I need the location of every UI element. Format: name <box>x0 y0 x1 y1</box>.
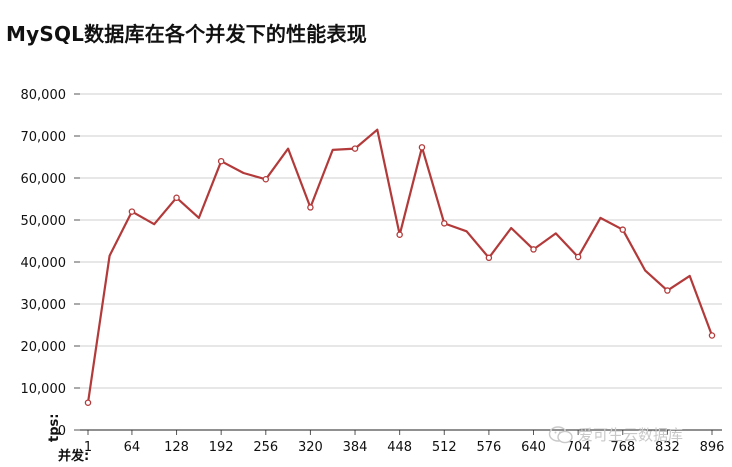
x-tick-label: 832 <box>655 440 680 455</box>
chart-title: MySQL数据库在各个并发下的性能表现 <box>6 22 367 46</box>
y-tick-label: 40,000 <box>21 256 67 271</box>
x-tick-label: 448 <box>387 440 412 455</box>
x-tick-label: 192 <box>209 440 234 455</box>
x-axis-label: 并发: <box>58 448 89 464</box>
y-axis-ticks: 0 10,000 20,000 30,000 40,000 50,000 60,000 70,… <box>21 88 80 439</box>
data-point <box>217 157 225 165</box>
data-point <box>262 176 270 183</box>
y-tick-label: 60,000 <box>21 172 67 187</box>
data-point <box>441 220 448 227</box>
x-tick-label: 1 <box>84 440 92 455</box>
data-point <box>396 231 403 238</box>
data-point <box>173 194 180 201</box>
y-tick-label: 30,000 <box>21 298 67 313</box>
x-tick-label: 640 <box>521 440 546 455</box>
y-tick-label: 10,000 <box>21 382 67 397</box>
data-point <box>418 144 426 151</box>
watermark: 爱可生云数据库 <box>548 424 683 445</box>
x-tick-label: 128 <box>164 440 189 455</box>
data-point <box>619 226 627 233</box>
x-tick-label: 256 <box>253 440 278 455</box>
data-point <box>307 204 314 211</box>
data-point <box>664 287 671 294</box>
x-tick-label: 64 <box>124 440 141 455</box>
y-axis-label: tps: <box>47 414 62 442</box>
data-point <box>84 399 92 406</box>
series-group <box>84 128 716 406</box>
series-line <box>86 128 714 403</box>
x-tick-label: 896 <box>700 440 725 455</box>
x-tick-label: 384 <box>343 440 368 455</box>
x-tick-label: 320 <box>298 440 323 455</box>
data-point <box>485 254 493 262</box>
data-point <box>128 208 136 215</box>
data-point <box>574 253 582 261</box>
data-point <box>530 246 537 253</box>
x-tick-label: 512 <box>432 440 457 455</box>
y-tick-label: 20,000 <box>21 340 67 355</box>
x-tick-label: 576 <box>476 440 501 455</box>
y-tick-label: 0 <box>58 424 66 439</box>
watermark-text: 爱可生云数据库 <box>578 426 684 444</box>
x-axis-ticks: 1 64 128 192 256 320 384 448 512 576 640 704 768 832 8… <box>84 430 725 455</box>
x-tick-label: 768 <box>610 440 635 455</box>
data-point <box>708 332 716 339</box>
data-point <box>351 145 359 152</box>
y-tick-label: 50,000 <box>21 214 67 229</box>
x-tick-label: 704 <box>566 440 591 455</box>
grid-lines <box>80 93 722 389</box>
y-tick-label: 80,000 <box>21 88 67 103</box>
y-tick-label: 70,000 <box>21 130 67 145</box>
wechat-icon <box>548 425 573 443</box>
